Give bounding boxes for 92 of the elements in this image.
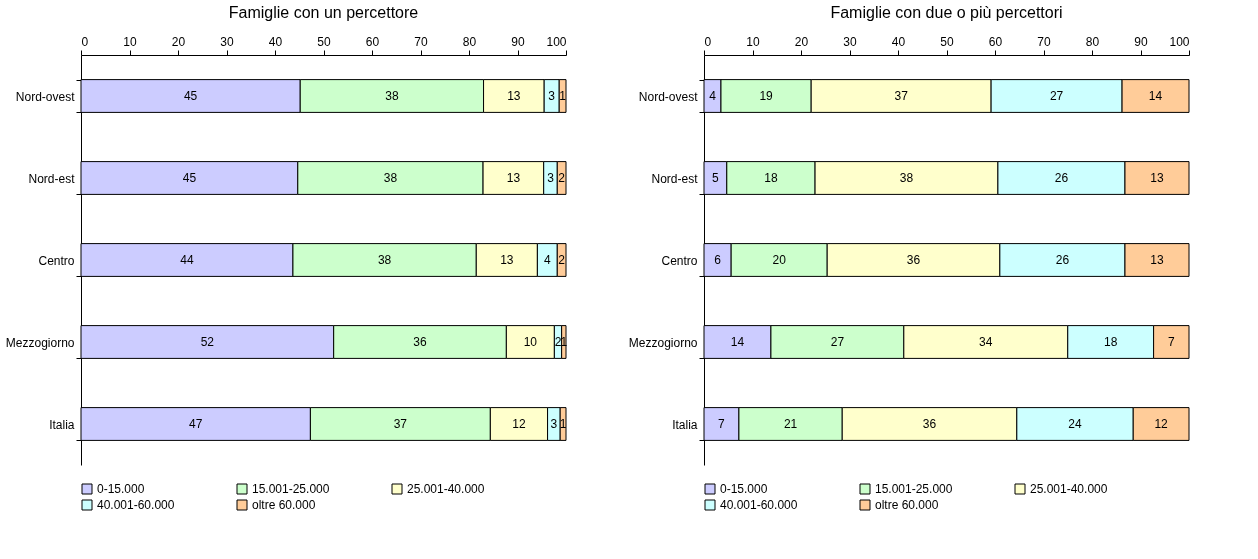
x-tick-label: 60 <box>988 34 1003 49</box>
y-tick-label: Mezzogiorno <box>628 335 698 350</box>
x-tick-label: 70 <box>414 34 428 49</box>
legend-label: oltre 60.000 <box>875 498 939 512</box>
legend-label: 15.001-25.000 <box>252 482 330 496</box>
data-label: 7 <box>718 417 726 431</box>
data-label: 20 <box>772 253 787 267</box>
data-label: 4 <box>709 89 717 103</box>
data-label: 18 <box>764 171 778 185</box>
data-label: 13 <box>1150 171 1164 185</box>
legend-label: 15.001-25.000 <box>875 482 953 496</box>
x-tick-label: 30 <box>843 34 857 49</box>
data-label: 26 <box>1055 253 1070 267</box>
data-label: 36 <box>906 253 921 267</box>
data-label: 4 <box>543 253 551 267</box>
data-label: 37 <box>894 89 909 103</box>
data-label: 21 <box>783 417 798 431</box>
data-label: 38 <box>377 253 392 267</box>
data-label: 7 <box>1167 335 1175 349</box>
data-label: 5 <box>712 171 720 185</box>
x-tick-label: 80 <box>1085 34 1100 49</box>
legend-label: 0-15.000 <box>97 482 145 496</box>
data-label: 52 <box>200 335 215 349</box>
data-label: 13 <box>506 171 521 185</box>
chart-title: Famiglie con due o più percettori <box>830 4 1063 21</box>
data-label: 13 <box>507 89 521 103</box>
legend-label: 40.001-60.000 <box>97 498 175 512</box>
y-tick-label: Nord-est <box>28 171 76 186</box>
data-label: 38 <box>899 171 914 185</box>
x-tick-label: 80 <box>462 34 477 49</box>
data-label: 1 <box>559 89 567 103</box>
x-tick-label: 30 <box>220 34 234 49</box>
data-label: 14 <box>730 335 745 349</box>
data-label: 27 <box>830 335 845 349</box>
y-tick-label: Centro <box>661 253 698 268</box>
data-label: 6 <box>714 253 722 267</box>
data-label: 26 <box>1054 171 1069 185</box>
legend-label: 40.001-60.000 <box>720 498 798 512</box>
data-label: 38 <box>383 171 398 185</box>
x-tick-label: 0 <box>704 34 712 49</box>
data-label: 44 <box>180 253 194 267</box>
data-label: 36 <box>413 335 428 349</box>
legend-label: 25.001-40.000 <box>1030 482 1108 496</box>
data-label: 10 <box>523 335 538 349</box>
legend-label: 0-15.000 <box>720 482 768 496</box>
x-tick-label: 90 <box>511 34 525 49</box>
data-label: 14 <box>1148 89 1163 103</box>
x-tick-label: 90 <box>1134 34 1148 49</box>
data-label: 18 <box>1103 335 1118 349</box>
data-label: 3 <box>548 89 556 103</box>
x-tick-label: 20 <box>171 34 186 49</box>
chart-title: Famiglie con un percettore <box>228 4 419 21</box>
legend-label: oltre 60.000 <box>252 498 316 512</box>
y-tick-label: Nord-est <box>651 171 699 186</box>
data-label: 2 <box>558 171 566 185</box>
x-tick-label: 40 <box>268 34 283 49</box>
data-label: 47 <box>189 417 203 431</box>
y-tick-label: Centro <box>38 253 75 268</box>
x-tick-label: 60 <box>365 34 380 49</box>
data-label: 34 <box>979 335 993 349</box>
x-tick-label: 10 <box>123 34 137 49</box>
x-tick-label: 100 <box>1169 34 1190 49</box>
data-label: 12 <box>1154 417 1169 431</box>
data-label: 12 <box>512 417 526 431</box>
x-tick-label: 100 <box>546 34 567 49</box>
x-tick-label: 40 <box>891 34 906 49</box>
x-tick-label: 70 <box>1037 34 1051 49</box>
y-tick-label: Mezzogiorno <box>5 335 75 350</box>
x-tick-label: 10 <box>746 34 760 49</box>
data-label: 45 <box>183 89 198 103</box>
data-label: 13 <box>500 253 514 267</box>
data-label: 19 <box>759 89 774 103</box>
y-tick-label: Italia <box>672 417 698 432</box>
data-label: 37 <box>393 417 408 431</box>
y-tick-label: Nord-ovest <box>15 89 76 104</box>
x-tick-label: 0 <box>81 34 89 49</box>
x-tick-label: 20 <box>794 34 809 49</box>
data-label: 13 <box>1150 253 1164 267</box>
data-label: 45 <box>182 171 197 185</box>
data-label: 2 <box>554 335 562 349</box>
legend-label: 25.001-40.000 <box>407 482 485 496</box>
data-label: 3 <box>550 417 558 431</box>
data-label: 27 <box>1049 89 1064 103</box>
x-tick-label: 50 <box>940 34 954 49</box>
data-label: 24 <box>1068 417 1083 431</box>
y-tick-label: Nord-ovest <box>638 89 699 104</box>
data-label: 2 <box>558 253 566 267</box>
data-label: 36 <box>922 417 937 431</box>
data-label: 38 <box>385 89 399 103</box>
x-tick-label: 50 <box>317 34 331 49</box>
data-label: 3 <box>547 171 555 185</box>
y-tick-label: Italia <box>49 417 75 432</box>
